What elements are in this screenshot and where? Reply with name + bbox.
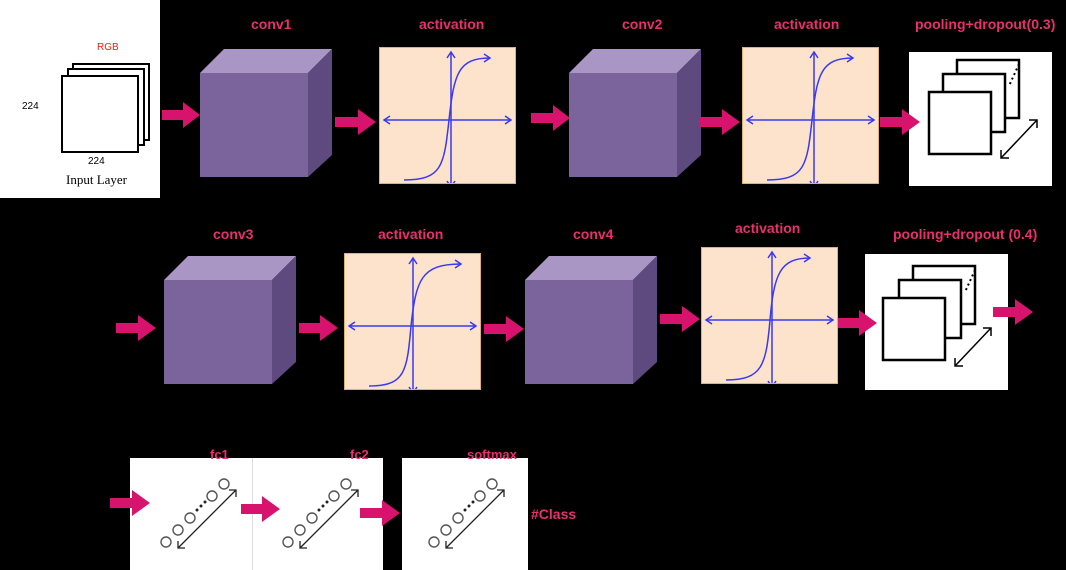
activation4-label: activation [735,220,801,236]
arrow-right-icon [660,306,700,332]
width-label: 224 [88,156,105,167]
activation3-panel [344,253,481,390]
fc1-neurons-icon [160,478,237,549]
arrow-right-icon [116,315,156,341]
softmax-label: softmax [467,447,517,462]
arrow-right-icon [299,315,338,341]
height-label: 224 [22,101,39,112]
fc2-neurons-icon [282,478,359,549]
softmax-panel [402,458,528,570]
arrow-right-icon [360,500,400,526]
activation2-panel [742,47,879,184]
pooling2-panel [865,254,1008,390]
conv4-cube [525,256,657,384]
conv2-cube [569,49,701,177]
sigmoid-curve-icon [745,50,876,183]
sigmoid-curve-icon [347,256,478,389]
feature-map-stack-icon [881,264,992,367]
arrow-right-icon [110,490,150,516]
class-output-label: #Class [531,506,577,522]
arrow-right-icon [880,109,920,135]
sigmoid-curve-icon [382,50,513,183]
arrow-right-icon [531,105,570,131]
input-layer-panel: RGB 224 224 Input Layer [0,0,160,198]
pooling2-label: pooling+dropout (0.4) [893,226,1038,242]
arrow-right-icon [241,496,280,522]
fc2-label: fc2 [350,447,369,462]
activation2-label: activation [774,16,840,32]
activation1-panel [379,47,516,184]
fc1-label: fc1 [210,447,229,462]
input-stack-icon [61,63,150,153]
conv4-label: conv4 [573,226,614,242]
conv1-cube [200,49,332,177]
feature-map-stack-icon [927,58,1038,159]
arrow-right-icon [700,109,740,135]
conv3-label: conv3 [213,226,254,242]
activation4-panel [701,247,838,384]
rgb-label: RGB [97,42,119,53]
conv3-cube [164,256,296,384]
arrow-right-icon [335,109,376,135]
arrow-right-icon [162,102,200,128]
arrow-right-icon [838,310,877,336]
conv2-label: conv2 [622,16,663,32]
arrow-right-icon [484,316,524,342]
activation3-label: activation [378,226,444,242]
pooling1-panel [909,52,1052,186]
pooling1-label: pooling+dropout(0.3) [915,16,1056,32]
conv1-label: conv1 [251,16,292,32]
sigmoid-curve-icon [704,250,835,383]
activation1-label: activation [419,16,485,32]
softmax-neurons-icon [428,478,505,549]
arrow-right-icon [993,299,1033,325]
input-layer-caption: Input Layer [66,172,128,187]
